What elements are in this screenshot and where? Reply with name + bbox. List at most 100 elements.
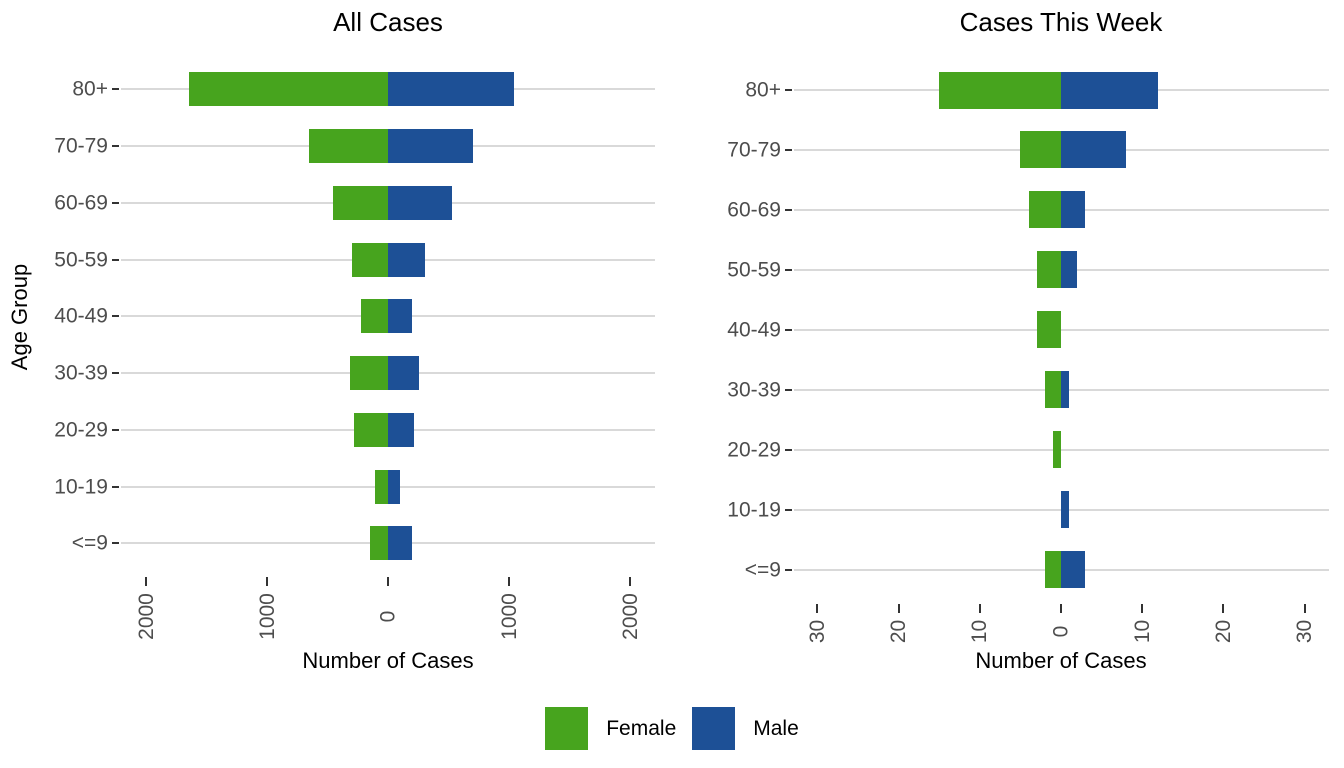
legend-item-female: Female (545, 707, 676, 750)
bar-segment-female-10-19 (374, 469, 388, 504)
y-tick-label-60-69: 60-69 (54, 191, 108, 215)
y-tick-label-30-39: 30-39 (54, 361, 108, 385)
bar-segment-male-40-49 (388, 299, 412, 334)
bar-segment-male-10-19 (1061, 491, 1070, 529)
chart-title-cases-this-week: Cases This Week (959, 7, 1163, 37)
y-tick-label-<=9: <=9 (71, 531, 108, 555)
bar-segment-male-80+ (388, 72, 514, 107)
bar-segment-female-30-39 (349, 356, 388, 391)
x-tick-30 (816, 604, 819, 613)
x-tick-label-0: 0 (1049, 625, 1073, 637)
x-tick-label-10: 10 (1130, 619, 1154, 643)
bar-segment-female-40-49 (360, 299, 388, 334)
bar-segment-female-70-79 (1020, 131, 1061, 169)
y-tick-20-29 (112, 428, 119, 431)
x-tick-0 (1060, 604, 1062, 613)
gridline-40-49 (794, 328, 1329, 331)
y-tick-<=9 (785, 568, 792, 571)
bar-segment-male-60-69 (1061, 191, 1086, 229)
y-tick-label-60-69: 60-69 (727, 198, 781, 222)
y-tick-60-69 (785, 208, 792, 211)
bar-segment-female-20-29 (1052, 431, 1061, 469)
x-tick-30 (1303, 604, 1306, 613)
y-tick-10-19 (112, 485, 119, 488)
bar-segment-male-<=9 (1061, 551, 1086, 589)
bar-segment-female-60-69 (332, 185, 388, 220)
y-tick-80+ (112, 88, 119, 91)
gridline-20-29 (794, 448, 1329, 451)
x-tick-10 (1141, 604, 1144, 613)
y-tick-label-80+: 80+ (745, 78, 781, 102)
y-tick-label-<=9: <=9 (744, 558, 781, 582)
y-tick-70-79 (785, 148, 792, 151)
y-tick-30-39 (785, 388, 792, 391)
x-tick-1000 (508, 577, 510, 586)
bar-segment-female-40-49 (1036, 311, 1061, 349)
legend-label-male: Male (753, 716, 799, 740)
bar-segment-male-20-29 (388, 412, 414, 447)
y-tick-label-50-59: 50-59 (54, 248, 108, 272)
y-tick-label-80+: 80+ (72, 77, 108, 101)
bar-segment-male-50-59 (1061, 251, 1078, 289)
y-tick-60-69 (112, 201, 119, 204)
y-tick-80+ (785, 89, 792, 91)
bar-segment-male-30-39 (1061, 371, 1070, 409)
x-tick-1000 (266, 577, 268, 586)
chart-title-all-cases: All Cases (333, 7, 443, 37)
bar-segment-female-50-59 (352, 242, 388, 277)
x-tick-label-20: 20 (887, 619, 911, 643)
legend-label-female: Female (606, 716, 677, 740)
bar-segment-male-50-59 (388, 242, 425, 277)
legend: Female Male (0, 707, 1344, 750)
bar-segment-male-70-79 (1061, 131, 1126, 169)
y-tick-label-30-39: 30-39 (727, 378, 781, 402)
legend-item-male: Male (692, 707, 799, 750)
bar-segment-female-80+ (939, 71, 1061, 109)
y-tick-label-40-49: 40-49 (54, 304, 108, 328)
x-tick-label-0: 0 (376, 610, 400, 622)
y-tick-50-59 (112, 258, 119, 261)
bar-segment-female-<=9 (369, 526, 388, 561)
x-tick-10 (978, 604, 981, 613)
y-tick-label-70-79: 70-79 (54, 134, 108, 158)
bar-segment-male-30-39 (388, 356, 420, 391)
x-tick-label-10: 10 (968, 619, 992, 643)
x-axis-title-right: Number of Cases (975, 648, 1147, 673)
y-tick-30-39 (112, 372, 119, 375)
legend-swatch-female (545, 707, 589, 750)
x-tick-2000 (629, 577, 631, 586)
x-tick-0 (387, 577, 389, 586)
x-tick-label-2000: 2000 (618, 592, 642, 640)
x-tick-label-20: 20 (1211, 619, 1235, 643)
y-tick-label-70-79: 70-79 (727, 138, 781, 162)
bar-segment-male-70-79 (388, 129, 473, 164)
x-tick-20 (1222, 604, 1225, 613)
bar-segment-female-70-79 (308, 129, 388, 164)
x-tick-20 (897, 604, 900, 613)
y-tick-label-40-49: 40-49 (727, 318, 781, 342)
y-tick-20-29 (785, 448, 792, 451)
x-tick-2000 (145, 577, 147, 586)
y-tick-label-50-59: 50-59 (727, 258, 781, 282)
y-tick-<=9 (112, 542, 119, 545)
x-tick-label-30: 30 (805, 619, 829, 643)
y-tick-50-59 (785, 268, 792, 271)
bar-segment-male-10-19 (388, 469, 401, 504)
y-tick-40-49 (785, 328, 792, 331)
x-tick-label-30: 30 (1293, 619, 1317, 643)
bar-segment-female-<=9 (1044, 551, 1061, 589)
y-tick-label-10-19: 10-19 (54, 475, 108, 499)
bar-segment-female-30-39 (1044, 371, 1061, 409)
bar-segment-male-<=9 (388, 526, 413, 561)
y-tick-40-49 (112, 315, 119, 318)
bar-segment-male-60-69 (388, 185, 452, 220)
y-tick-10-19 (785, 508, 792, 511)
y-tick-label-10-19: 10-19 (727, 498, 781, 522)
bar-segment-female-50-59 (1036, 251, 1061, 289)
bar-segment-male-80+ (1061, 71, 1159, 109)
y-tick-label-20-29: 20-29 (54, 418, 108, 442)
x-tick-label-1000: 1000 (497, 592, 521, 640)
y-tick-70-79 (112, 145, 119, 148)
y-tick-label-20-29: 20-29 (727, 438, 781, 462)
